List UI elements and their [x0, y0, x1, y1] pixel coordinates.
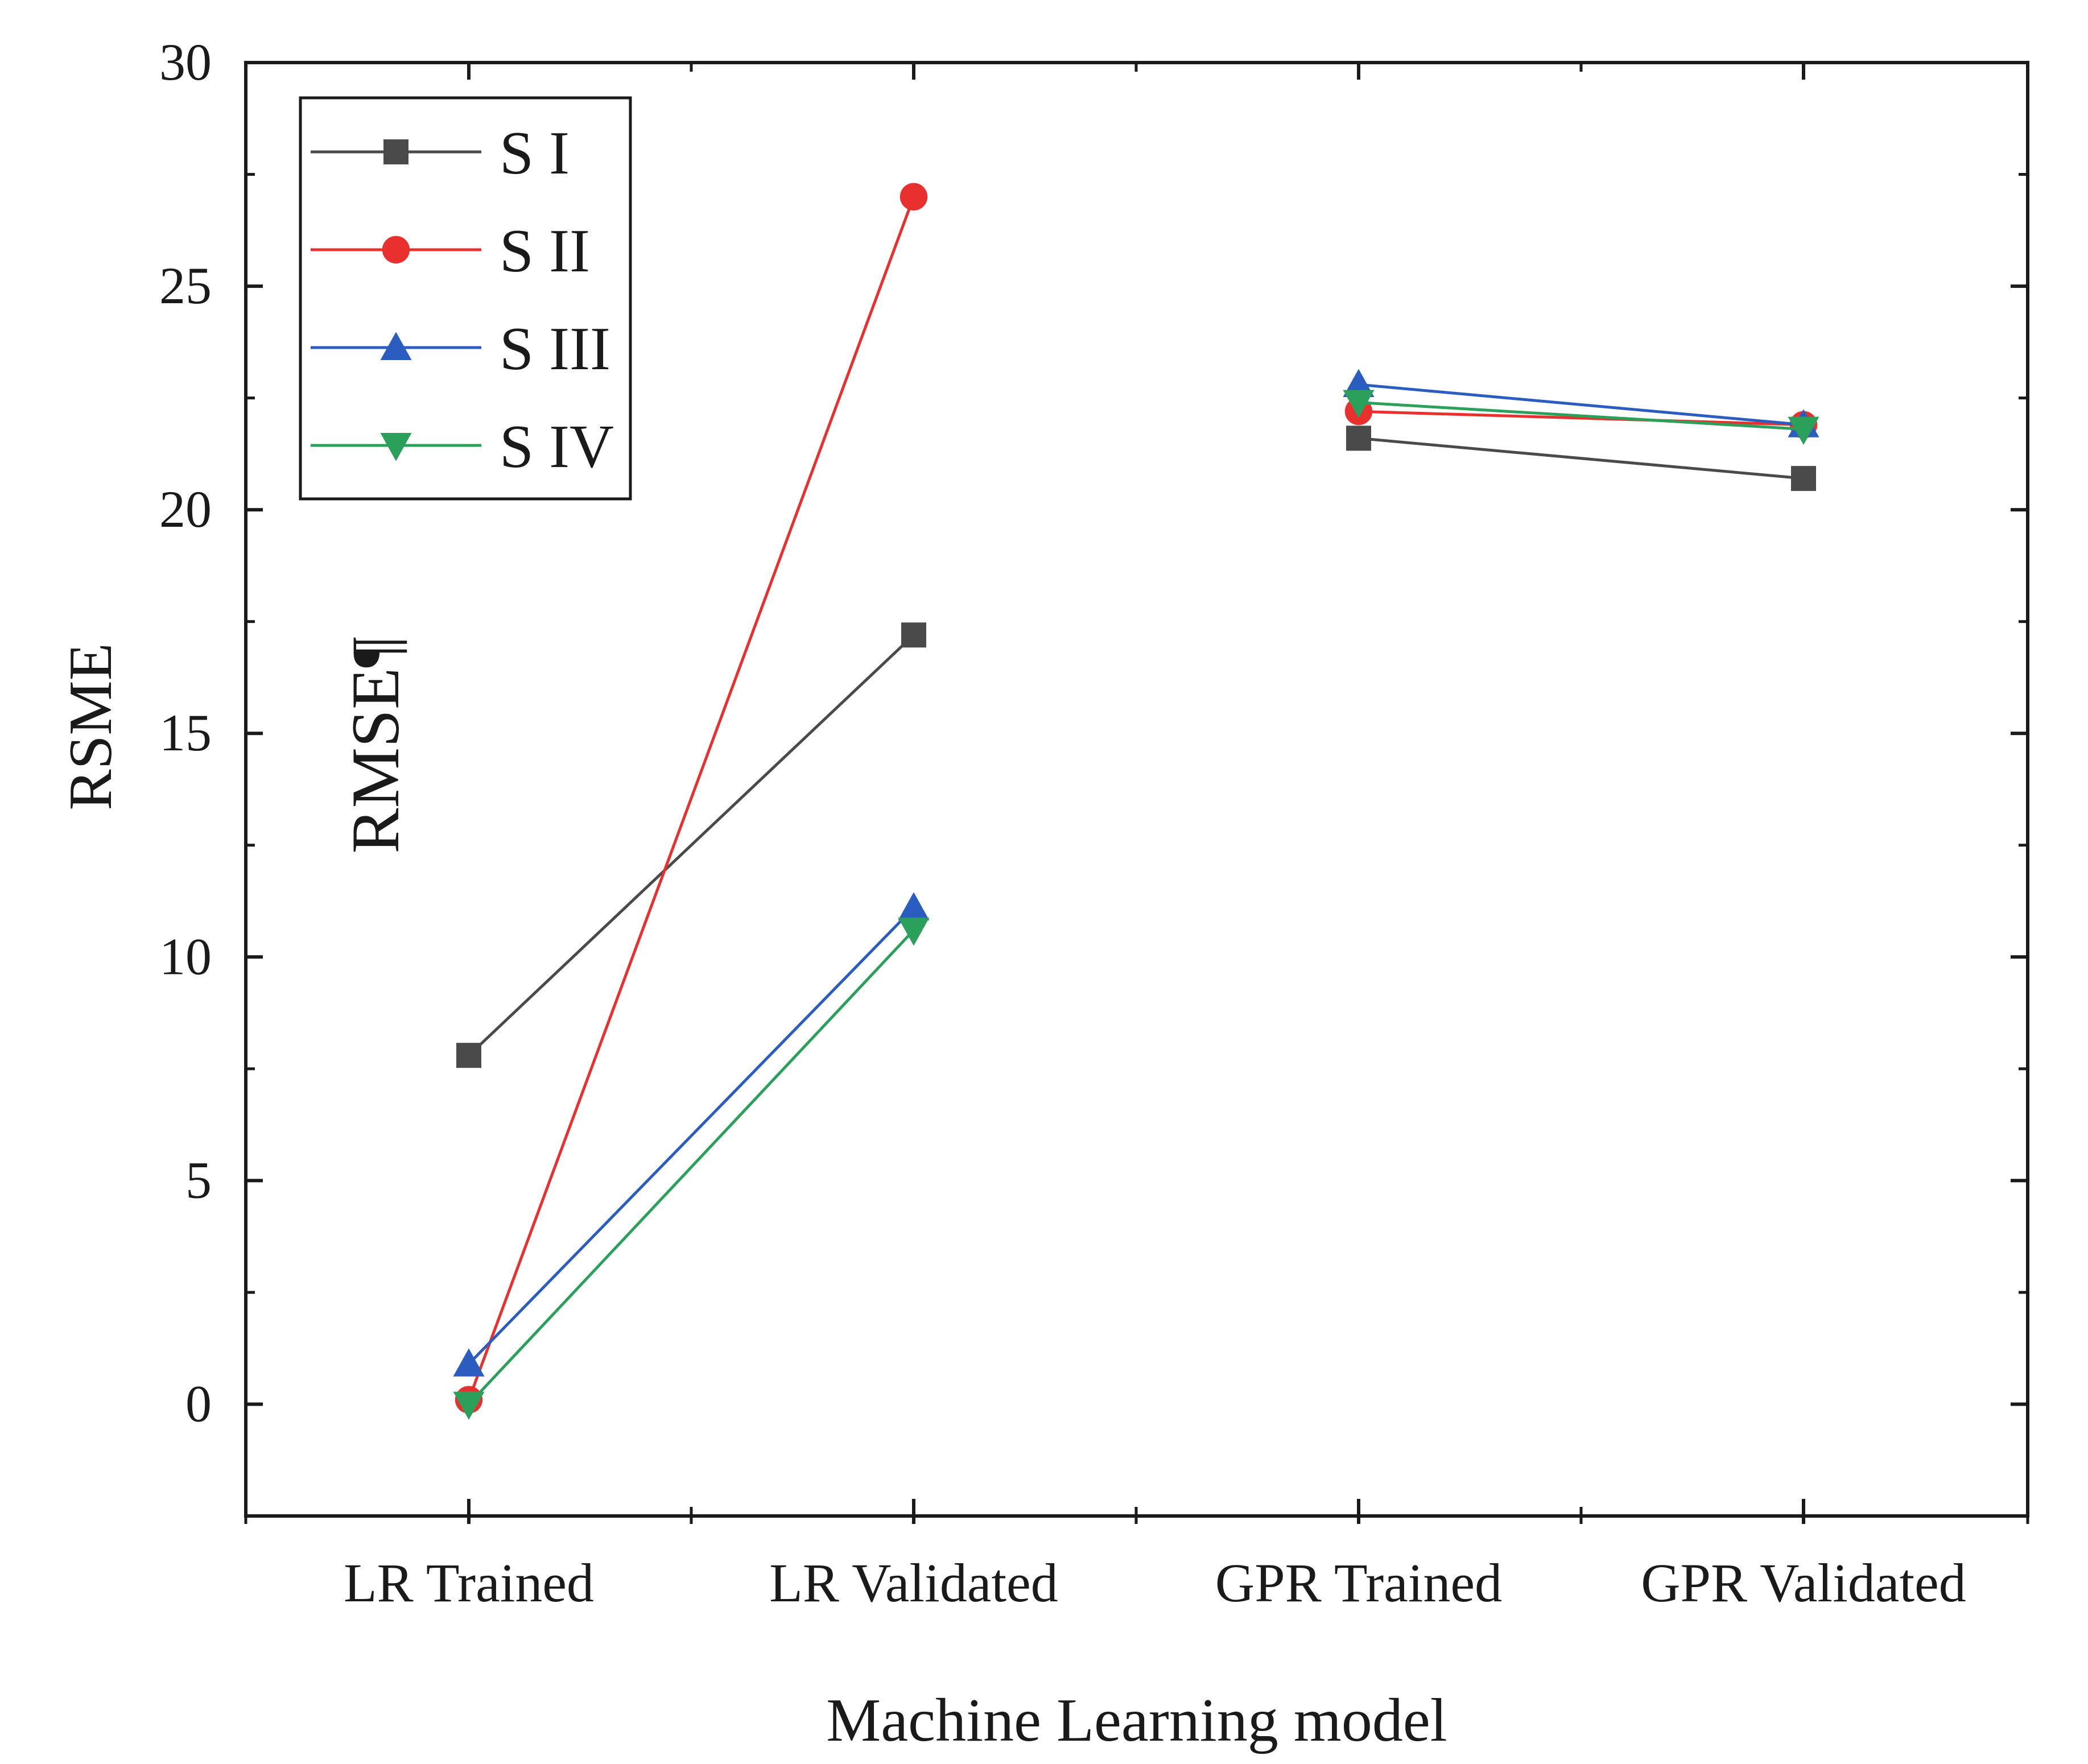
legend-marker-2 [382, 236, 410, 264]
legend-marker-3 [380, 332, 412, 360]
y-tick-label-10: 10 [159, 927, 212, 985]
series-line-4-0 [468, 929, 915, 1406]
point-s-iv-2 [1343, 390, 1375, 418]
legend-label-3: S III [500, 315, 610, 383]
y-tick-label-0: 0 [185, 1374, 212, 1432]
series-line-4-1 [1358, 400, 1804, 431]
y-tick-label-30: 30 [159, 33, 212, 91]
y-tick-label-5: 5 [185, 1151, 212, 1209]
legend-marker-1 [383, 139, 408, 164]
series-line-2-0 [467, 196, 915, 1401]
point-s-i-0 [456, 1043, 481, 1068]
x-tick-label-2: GPR Trained [1215, 1552, 1502, 1613]
x-axis-label: Machine Learning model [826, 1687, 1447, 1754]
point-s-i-3 [1791, 466, 1816, 491]
legend-label-4: S IV [500, 413, 614, 481]
legend-label-1: S I [500, 119, 570, 187]
legend-box [299, 96, 632, 501]
series-line-3-0 [468, 907, 915, 1365]
series-line-1-1 [1358, 436, 1804, 480]
point-s-i-1 [901, 622, 926, 648]
y-tick-label-20: 20 [159, 480, 212, 538]
point-s-iv-3 [1788, 416, 1819, 445]
y-tick-label-15: 15 [159, 704, 212, 762]
series-line-1-0 [468, 634, 915, 1057]
x-tick-label-0: LR Trained [344, 1552, 594, 1613]
legend-marker-4 [380, 433, 412, 461]
y-axis-label: RSME [57, 643, 125, 810]
x-tick-label-1: LR Validated [769, 1552, 1058, 1613]
point-s-iii-1 [898, 892, 930, 920]
point-s-iii-0 [453, 1348, 485, 1377]
series-line-2-1 [1358, 410, 1804, 427]
series-line-3-1 [1358, 383, 1804, 427]
point-s-iv-0 [453, 1391, 485, 1420]
rmse-annotation: RMSE¶ [337, 637, 413, 853]
point-s-iv-1 [898, 918, 930, 946]
x-tick-label-3: GPR Validated [1641, 1552, 1966, 1613]
y-tick-label-25: 25 [159, 257, 212, 315]
point-s-i-2 [1346, 425, 1371, 451]
point-s-ii-1 [899, 183, 928, 211]
legend-label-2: S II [500, 217, 590, 285]
